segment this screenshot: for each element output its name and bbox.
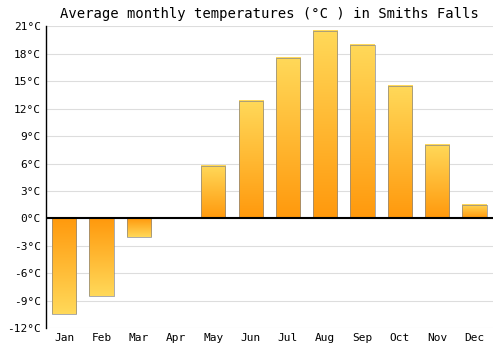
- Bar: [462, 205, 486, 218]
- Title: Average monthly temperatures (°C ) in Smiths Falls: Average monthly temperatures (°C ) in Sm…: [60, 7, 478, 21]
- Bar: [126, 218, 151, 237]
- Bar: [52, 218, 76, 314]
- Bar: [313, 31, 338, 218]
- Bar: [238, 101, 263, 218]
- Bar: [90, 218, 114, 296]
- Bar: [201, 166, 226, 218]
- Bar: [276, 58, 300, 218]
- Bar: [425, 145, 449, 218]
- Bar: [388, 86, 412, 218]
- Bar: [350, 44, 374, 218]
